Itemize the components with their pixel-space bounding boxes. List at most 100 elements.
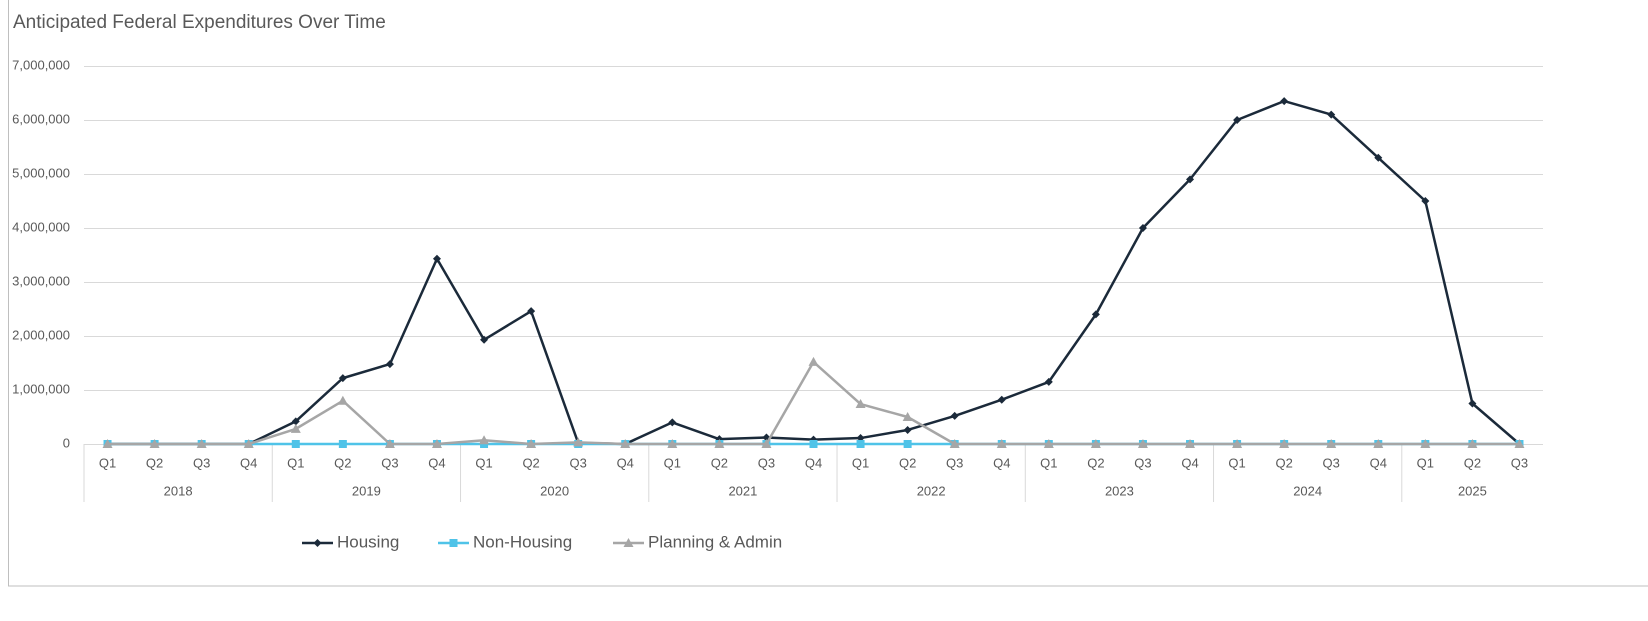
data-point [1090, 439, 1101, 448]
x-tick-label: Q1 [852, 455, 869, 470]
legend-marker [623, 538, 634, 547]
data-point [903, 440, 912, 448]
x-tick-label: Q4 [428, 455, 445, 470]
data-point [1421, 197, 1430, 205]
data-point [338, 374, 347, 383]
data-point [480, 335, 489, 344]
data-point [1514, 439, 1525, 448]
x-tick-label: Q4 [1181, 455, 1198, 470]
data-point [526, 439, 537, 448]
data-point [902, 412, 913, 421]
data-point [667, 439, 678, 448]
x-tick-label: Q2 [522, 455, 539, 470]
y-tick-label: 1,000,000 [12, 381, 70, 396]
data-point [1467, 439, 1478, 448]
data-point [949, 439, 960, 448]
x-group-label: 2025 [1458, 483, 1487, 498]
data-point [1232, 439, 1243, 448]
data-point [102, 439, 113, 448]
data-point [1185, 439, 1196, 448]
x-tick-label: Q3 [570, 455, 587, 470]
legend-marker [449, 539, 458, 547]
data-point [385, 360, 394, 369]
x-group-label: 2021 [728, 483, 757, 498]
y-tick-label: 2,000,000 [12, 327, 70, 342]
chart-title: Anticipated Federal Expenditures Over Ti… [13, 12, 386, 33]
data-point [1043, 439, 1054, 448]
legend-label: Planning & Admin [648, 532, 782, 551]
y-tick-label: 7,000,000 [12, 57, 70, 72]
data-point [855, 399, 866, 409]
x-group-label: 2019 [352, 483, 381, 498]
y-tick-label: 4,000,000 [12, 219, 70, 234]
data-point [1044, 377, 1053, 386]
x-tick-label: Q3 [1134, 455, 1151, 470]
x-tick-label: Q3 [381, 455, 398, 470]
y-tick-label: 3,000,000 [12, 273, 70, 288]
x-tick-label: Q1 [1417, 455, 1434, 470]
data-point [668, 418, 677, 427]
x-tick-label: Q3 [946, 455, 963, 470]
x-tick-label: Q3 [758, 455, 775, 470]
data-point [1138, 224, 1147, 232]
data-point [1327, 110, 1336, 119]
legend-label: Non-Housing [473, 532, 572, 551]
x-tick-label: Q2 [711, 455, 728, 470]
x-group-label: 2023 [1105, 483, 1134, 498]
x-tick-label: Q2 [334, 455, 351, 470]
data-point [996, 439, 1007, 448]
x-tick-label: Q4 [617, 455, 634, 470]
data-point [620, 439, 631, 448]
data-point [432, 254, 441, 263]
y-tick-label: 5,000,000 [12, 165, 70, 180]
x-tick-label: Q1 [1228, 455, 1245, 470]
data-point [384, 439, 395, 448]
x-tick-label: Q4 [805, 455, 822, 470]
data-point [196, 439, 207, 448]
data-point [337, 395, 348, 405]
x-tick-label: Q3 [193, 455, 210, 470]
data-point [527, 307, 536, 316]
x-tick-label: Q2 [899, 455, 916, 470]
x-tick-label: Q1 [475, 455, 492, 470]
data-point [1420, 439, 1431, 448]
data-point [903, 425, 912, 434]
data-point [950, 411, 959, 420]
data-point [808, 356, 819, 366]
x-tick-label: Q2 [1275, 455, 1292, 470]
data-point [573, 437, 584, 447]
x-tick-label: Q1 [1040, 455, 1057, 470]
x-tick-label: Q4 [993, 455, 1010, 470]
data-point [149, 439, 160, 448]
x-tick-label: Q2 [1464, 455, 1481, 470]
x-tick-label: Q4 [1370, 455, 1387, 470]
x-tick-label: Q3 [1323, 455, 1340, 470]
data-point [1374, 153, 1383, 162]
data-point [1280, 97, 1289, 106]
data-point [290, 423, 301, 433]
x-group-label: 2020 [540, 483, 569, 498]
x-tick-label: Q2 [146, 455, 163, 470]
legend-label: Housing [337, 532, 399, 551]
chart-border [8, 0, 1648, 587]
x-tick-label: Q4 [240, 455, 257, 470]
data-point [338, 440, 347, 448]
x-tick-label: Q1 [287, 455, 304, 470]
data-point [1137, 439, 1148, 448]
data-point [1279, 439, 1290, 448]
data-point [1326, 439, 1337, 448]
x-group-label: 2024 [1293, 483, 1322, 498]
data-point [761, 439, 772, 448]
x-group-label: 2022 [917, 483, 946, 498]
x-tick-label: Q3 [1511, 455, 1528, 470]
x-tick-label: Q1 [664, 455, 681, 470]
data-point [1233, 116, 1242, 124]
data-point [1186, 175, 1195, 184]
data-point [243, 439, 254, 448]
data-point [809, 440, 818, 448]
data-point [431, 439, 442, 448]
x-tick-label: Q1 [99, 455, 116, 470]
x-group-label: 2018 [164, 483, 193, 498]
data-point [856, 440, 865, 448]
